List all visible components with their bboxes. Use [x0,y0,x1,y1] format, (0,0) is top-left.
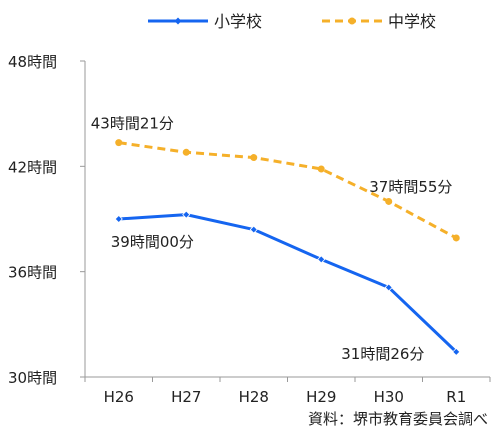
data-annotation: 37時間55分 [369,178,452,196]
legend: 小学校 中学校 [148,12,436,31]
x-tick-label: H28 [239,388,269,406]
x-tick-label: H30 [374,388,404,406]
data-annotation: 39時間00分 [111,233,194,251]
data-point [115,139,123,147]
data-point [250,154,258,162]
data-point [452,347,461,356]
data-annotation: 31時間26分 [341,345,424,363]
legend-marker [348,17,356,25]
data-point [182,210,191,219]
data-point [384,283,393,292]
y-tick-label: 48時間 [8,53,57,71]
series-line-2 [118,141,457,240]
data-point [452,234,460,242]
x-tick-label: H26 [104,388,134,406]
legend-marker [174,17,182,25]
axes: 30時間 36時間 42時間 48時間 H26 H27 H28 H29 H30 R1 [8,53,491,406]
data-point [114,214,123,224]
y-tick-label: 36時間 [8,264,57,282]
x-tick-label: R1 [446,388,466,406]
x-tick-label: H29 [306,388,336,406]
legend-label: 小学校 [214,12,262,31]
legend-label: 中学校 [388,12,436,31]
annotations: 43時間21分 37時間55分 39時間00分 31時間26分 [91,115,453,363]
data-point [317,255,326,264]
x-tick-label: H27 [171,388,201,406]
data-point [249,225,258,234]
y-tick-label: 30時間 [8,369,57,387]
series-layer [114,139,461,356]
source-note: 資料：堺市教育委員会調べ [308,410,488,428]
data-point [182,148,190,156]
data-annotation: 43時間21分 [91,115,174,133]
data-point [317,165,325,173]
y-tick-label: 42時間 [8,158,57,176]
data-point [385,197,393,205]
series-line-1 [118,213,458,353]
